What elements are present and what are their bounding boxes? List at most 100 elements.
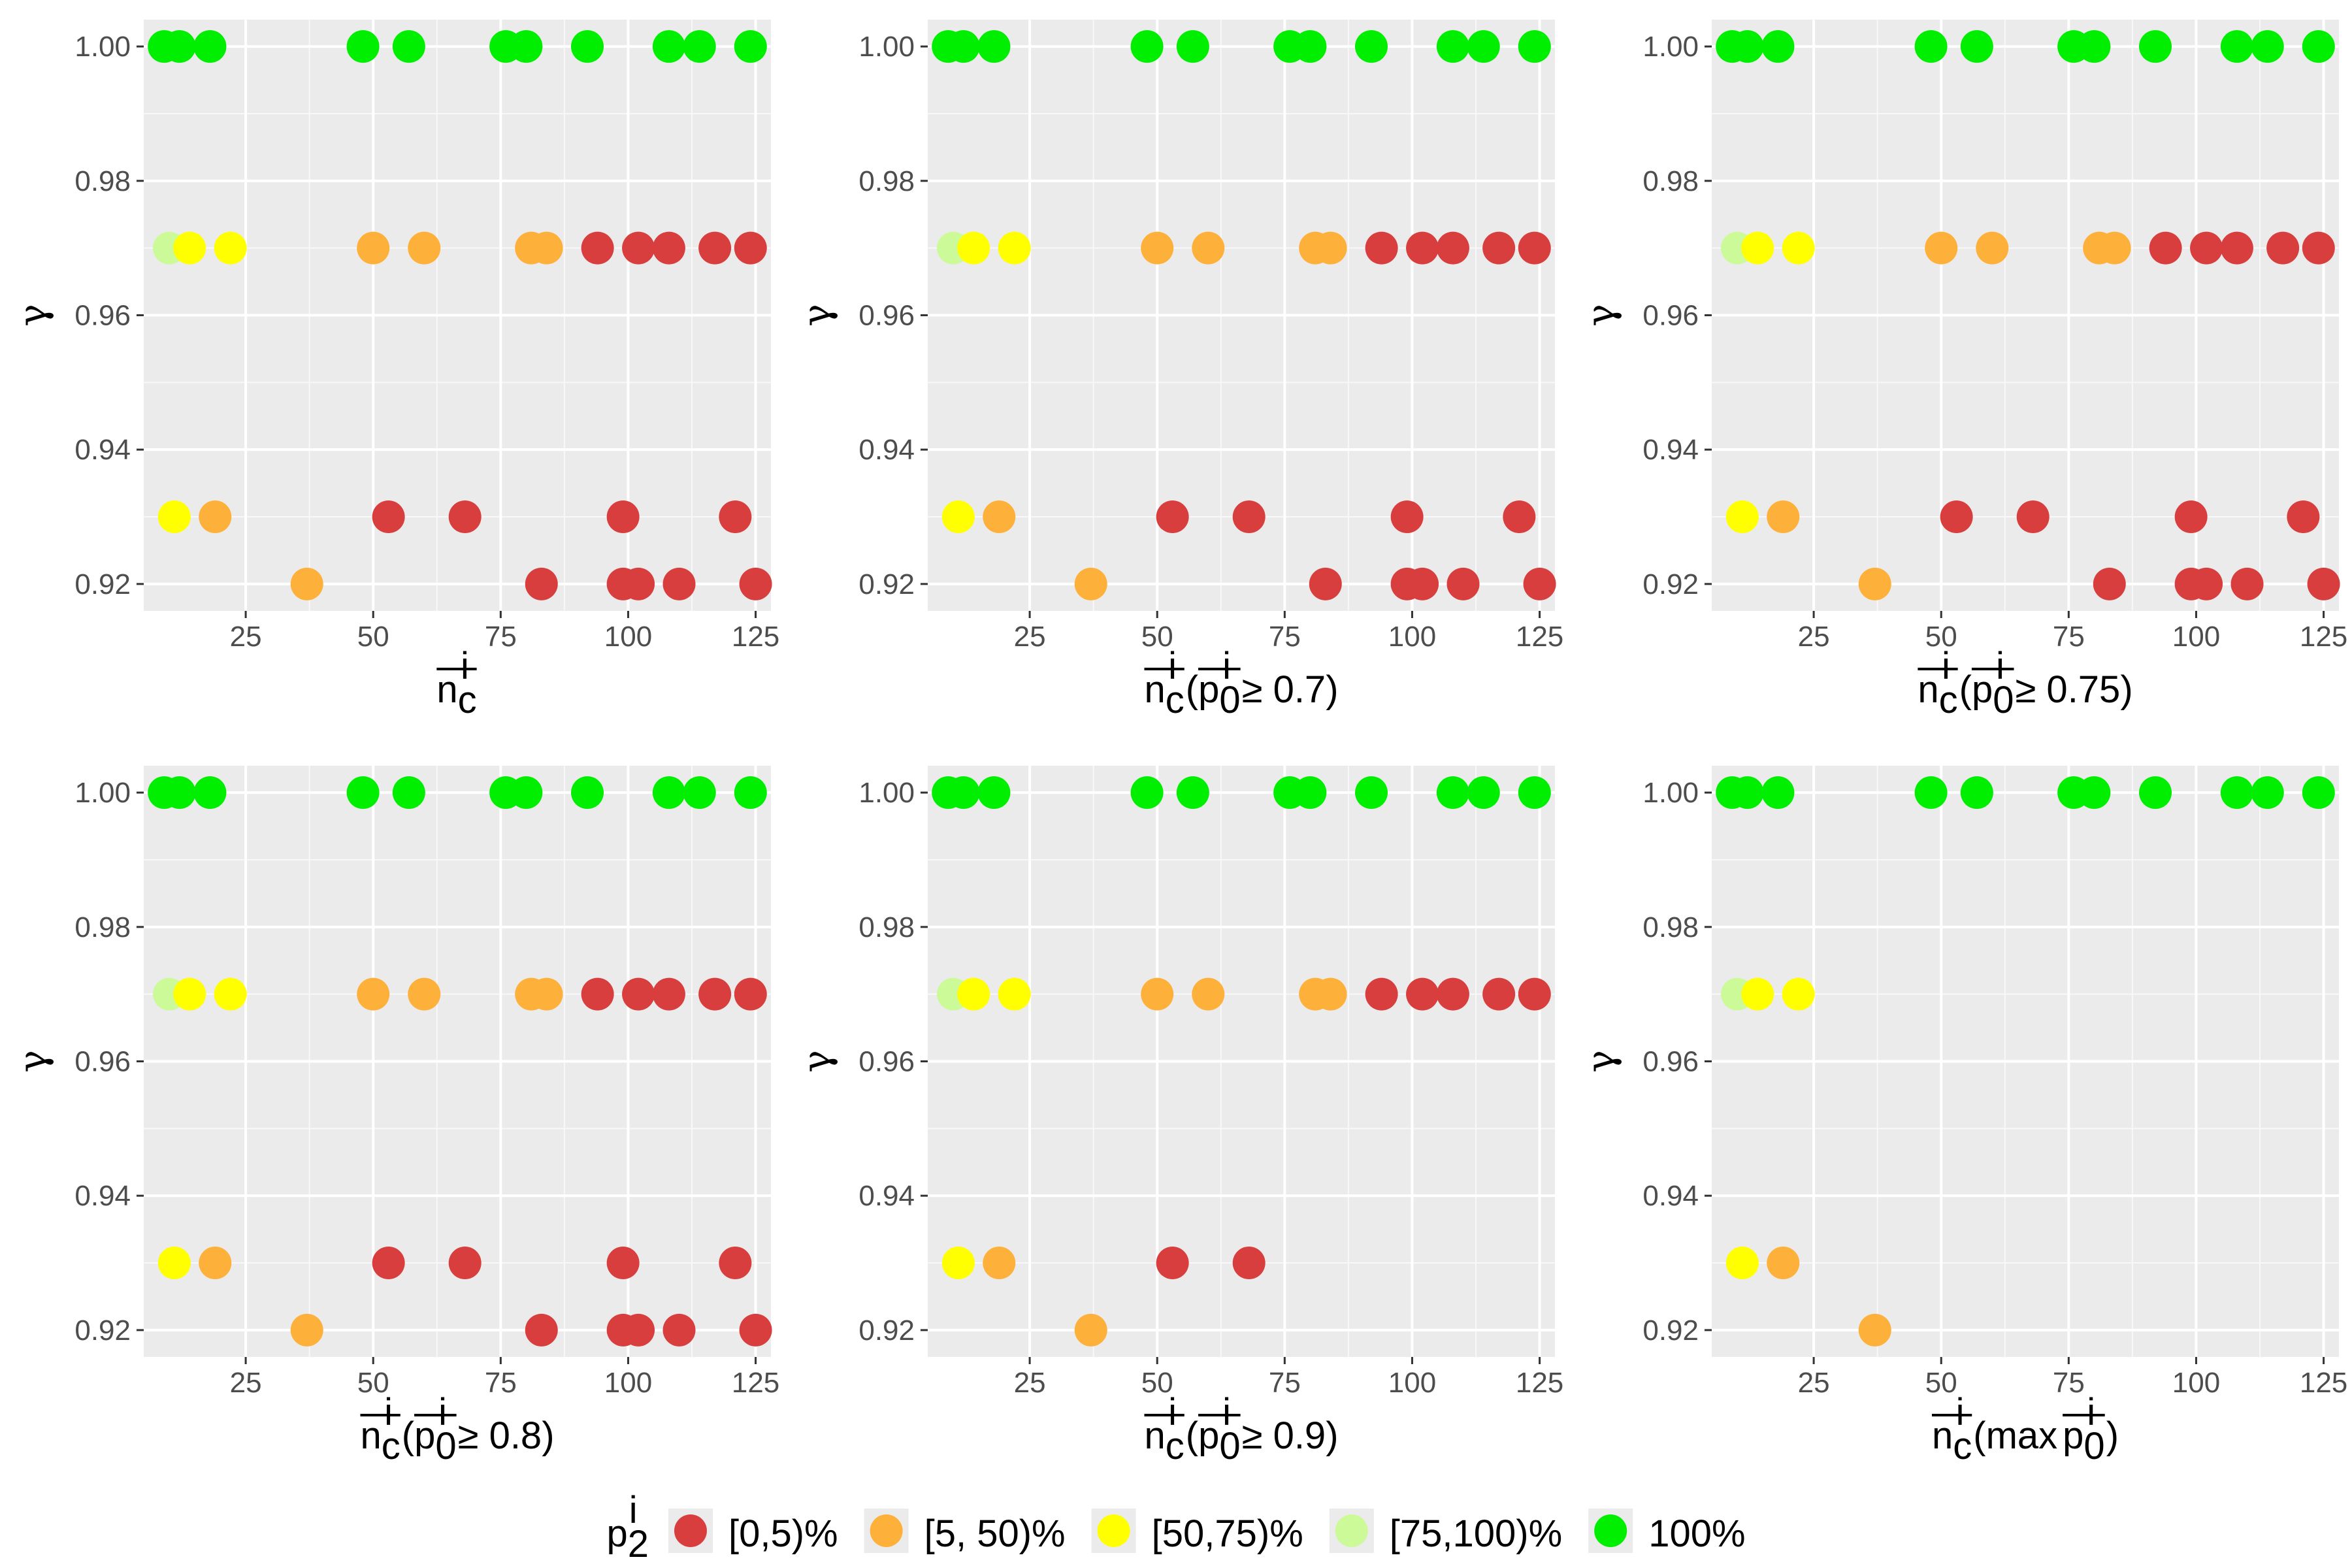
y-tick-label: 0.96 <box>74 300 131 332</box>
data-point <box>2287 500 2320 534</box>
data-point <box>1960 30 1993 63</box>
data-point <box>2302 30 2335 63</box>
x-tick-label: 50 <box>357 1367 389 1399</box>
y-tick-label: 1.00 <box>74 31 131 63</box>
data-point <box>719 500 752 534</box>
data-point <box>1141 231 1174 265</box>
legend-key <box>870 1514 903 1547</box>
data-point <box>571 30 604 63</box>
legend-key <box>1594 1514 1627 1547</box>
data-point <box>1309 567 1342 600</box>
y-tick-label: 0.98 <box>74 165 131 197</box>
data-point <box>957 231 990 265</box>
data-point <box>290 567 323 600</box>
data-point <box>1074 567 1107 600</box>
data-point <box>652 30 685 63</box>
data-point <box>1518 776 1551 809</box>
data-point <box>622 231 655 265</box>
data-point <box>957 977 990 1011</box>
svg-text:c: c <box>1939 679 1958 721</box>
data-point <box>1518 30 1551 63</box>
data-point <box>1436 30 1469 63</box>
x-label-suffix: ) <box>2106 1414 2119 1457</box>
svg-text:n: n <box>1932 1414 1953 1457</box>
y-axis-label: γ <box>10 1050 55 1073</box>
data-point <box>525 567 558 600</box>
x-tick-label: 100 <box>2172 1367 2220 1399</box>
x-tick-label: 75 <box>2053 1367 2085 1399</box>
y-tick-label: 0.92 <box>74 568 131 600</box>
x-label-suffix: ≥ 0.9) <box>1242 1414 1339 1457</box>
data-point <box>1406 231 1439 265</box>
data-point <box>1782 977 1815 1011</box>
data-point <box>525 1313 558 1347</box>
data-point <box>734 977 767 1011</box>
data-point <box>157 500 191 534</box>
data-point <box>652 977 685 1011</box>
data-point <box>530 977 563 1011</box>
data-point <box>606 1247 640 1280</box>
svg-text:i: i <box>1996 645 2004 687</box>
svg-text:i: i <box>1222 1391 1231 1433</box>
legend-entry-1: [0,5)% <box>668 1509 838 1555</box>
y-tick-label: 0.94 <box>74 1180 131 1212</box>
data-point <box>734 231 767 265</box>
x-label-p-0: p 0i <box>414 1391 457 1467</box>
x-label-prefix: max <box>1986 1414 2058 1457</box>
data-point <box>1960 776 1993 809</box>
x-label-n-c: n ci <box>1918 645 1958 721</box>
svg-text:2: 2 <box>628 1523 649 1565</box>
data-point <box>1406 977 1439 1011</box>
data-point <box>1176 776 1209 809</box>
data-point <box>173 977 206 1011</box>
x-tick-label: 100 <box>1388 621 1436 653</box>
data-point <box>2220 30 2253 63</box>
svg-text:i: i <box>384 1391 393 1433</box>
data-point <box>983 500 1016 534</box>
data-point <box>1467 776 1500 809</box>
data-point <box>1782 231 1815 265</box>
svg-text:n: n <box>1144 668 1165 711</box>
svg-text:i: i <box>438 1391 447 1433</box>
svg-text:i: i <box>1942 645 1950 687</box>
data-point <box>2251 30 2284 63</box>
svg-text:p: p <box>2063 1414 2083 1457</box>
panel-1: 25 50 75 100 125 0.92 0.94 0.96 0.98 1.00 γ n ci <box>10 20 779 721</box>
x-tick-label: 25 <box>1798 621 1830 653</box>
svg-text:p: p <box>1972 668 1993 711</box>
data-point <box>372 500 405 534</box>
data-point <box>290 1313 323 1347</box>
y-axis-label: γ <box>794 1050 839 1073</box>
x-label-suffix: ≥ 0.75) <box>2015 668 2132 711</box>
svg-text:i: i <box>1168 1391 1177 1433</box>
data-point <box>1767 500 1800 534</box>
data-point <box>448 500 482 534</box>
data-point <box>1294 776 1327 809</box>
data-point <box>1436 776 1469 809</box>
data-point <box>2230 567 2264 600</box>
data-point <box>1436 231 1469 265</box>
data-point <box>1141 977 1174 1011</box>
data-point <box>662 567 696 600</box>
y-tick-label: 0.94 <box>858 434 915 466</box>
data-point <box>998 977 1031 1011</box>
x-label-n-c: n ci <box>1144 645 1184 721</box>
data-point <box>372 1247 405 1280</box>
y-tick-label: 0.92 <box>74 1315 131 1347</box>
y-tick-label: 0.98 <box>858 165 915 197</box>
x-tick-label: 25 <box>1014 621 1046 653</box>
data-point <box>199 500 232 534</box>
data-point <box>1503 500 1536 534</box>
data-point <box>408 231 441 265</box>
x-tick-label: 75 <box>1269 621 1301 653</box>
y-tick-label: 0.92 <box>1642 568 1699 600</box>
svg-text:n: n <box>1918 668 1938 711</box>
data-point <box>1467 30 1500 63</box>
data-point <box>193 30 227 63</box>
data-point <box>1074 1313 1107 1347</box>
x-label-p-0: p 0i <box>2063 1391 2105 1467</box>
data-point <box>392 776 425 809</box>
